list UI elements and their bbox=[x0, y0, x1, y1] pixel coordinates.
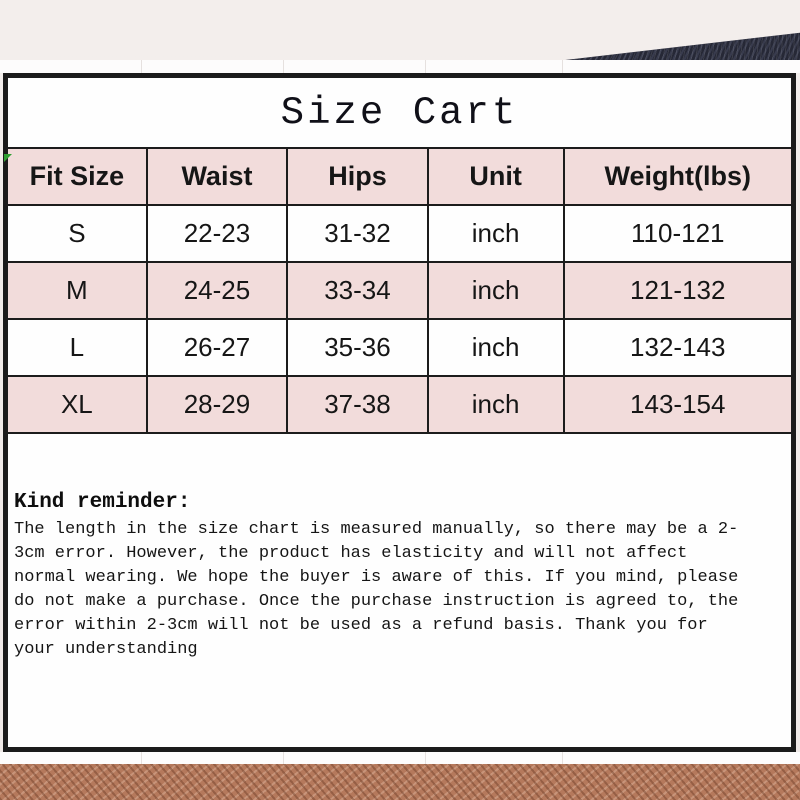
cell-unit: inch bbox=[426, 318, 565, 377]
ghost-column-line bbox=[283, 60, 284, 73]
cell-hips: 33-34 bbox=[286, 261, 429, 320]
cell-hips: 35-36 bbox=[286, 318, 429, 377]
ghost-column-line bbox=[141, 60, 142, 73]
title-row: Size Cart bbox=[6, 76, 793, 149]
reminder-section: Kind reminder: The length in the size ch… bbox=[6, 432, 793, 749]
header-cell-waist: Waist bbox=[145, 147, 289, 206]
table-row-l: L 26-27 35-36 inch 132-143 bbox=[6, 318, 794, 377]
size-chart-table: Size Cart Fit Size Waist Hips Unit Weigh… bbox=[6, 76, 794, 749]
ghost-column-line bbox=[562, 60, 563, 73]
header-cell-hips: Hips bbox=[286, 147, 429, 206]
ghost-column-line bbox=[562, 752, 563, 764]
cell-weight: 132-143 bbox=[562, 318, 794, 377]
bottom-white-strip bbox=[0, 752, 800, 764]
cell-size: XL bbox=[6, 375, 148, 434]
dark-fabric-corner bbox=[560, 32, 800, 62]
cell-waist: 26-27 bbox=[145, 318, 289, 377]
table-row-s: S 22-23 31-32 inch 110-121 bbox=[6, 204, 794, 263]
ghost-column-line bbox=[425, 60, 426, 73]
table-row-xl: XL 28-29 37-38 inch 143-154 bbox=[6, 375, 794, 434]
cell-size: L bbox=[6, 318, 148, 377]
cell-unit: inch bbox=[426, 204, 565, 263]
ghost-column-line bbox=[283, 752, 284, 764]
cell-size: M bbox=[6, 261, 148, 320]
cell-waist: 28-29 bbox=[145, 375, 289, 434]
cell-weight: 143-154 bbox=[562, 375, 794, 434]
cell-waist: 24-25 bbox=[145, 261, 289, 320]
ghost-column-line bbox=[141, 752, 142, 764]
cell-corner-marker bbox=[4, 154, 12, 162]
reminder-row: Kind reminder: The length in the size ch… bbox=[6, 432, 793, 749]
header-cell-weight: Weight(lbs) bbox=[562, 147, 794, 206]
cell-unit: inch bbox=[426, 261, 565, 320]
cell-weight: 110-121 bbox=[562, 204, 794, 263]
header-cell-unit: Unit bbox=[426, 147, 565, 206]
table-row-m: M 24-25 33-34 inch 121-132 bbox=[6, 261, 794, 320]
reminder-body-text: The length in the size chart is measured… bbox=[14, 520, 739, 659]
cell-hips: 37-38 bbox=[286, 375, 429, 434]
brown-fabric-bottom bbox=[0, 764, 800, 800]
cell-unit: inch bbox=[426, 375, 565, 434]
cell-waist: 22-23 bbox=[145, 204, 289, 263]
top-white-strip bbox=[0, 60, 800, 73]
cell-size: S bbox=[6, 204, 148, 263]
page-title: Size Cart bbox=[6, 76, 793, 149]
table-header-row: Fit Size Waist Hips Unit Weight(lbs) bbox=[6, 147, 794, 206]
reminder-heading: Kind reminder: bbox=[14, 491, 191, 514]
header-cell-fit-size: Fit Size bbox=[6, 147, 148, 206]
cell-hips: 31-32 bbox=[286, 204, 429, 263]
size-chart-table-container: Size Cart Fit Size Waist Hips Unit Weigh… bbox=[3, 73, 796, 752]
cell-weight: 121-132 bbox=[562, 261, 794, 320]
ghost-column-line bbox=[425, 752, 426, 764]
